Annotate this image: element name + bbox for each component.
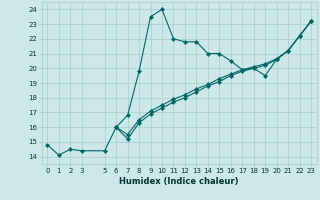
X-axis label: Humidex (Indice chaleur): Humidex (Indice chaleur)	[119, 177, 239, 186]
